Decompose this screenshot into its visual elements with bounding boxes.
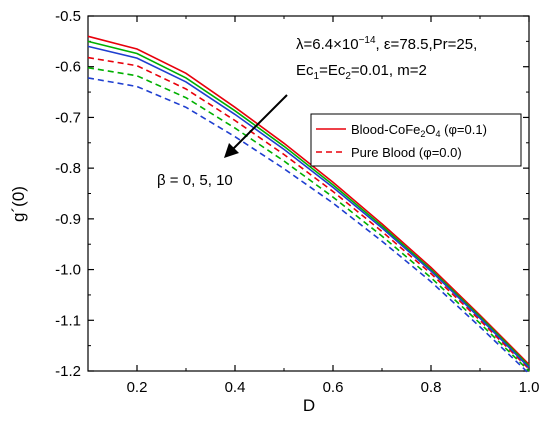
y-tick-label: -0.6 [55, 59, 81, 76]
legend-label-1-sub: 2 [420, 129, 425, 139]
x-axis-title: D [303, 396, 315, 415]
legend-label-1-end: (φ=0.1) [441, 122, 487, 137]
axis-ticks [88, 15, 530, 372]
series-line-solid-2 [87, 45, 530, 369]
legend-label-1: Blood-CoFe2O4 (φ=0.1) [351, 122, 487, 139]
params-line2-sub1: 1 [314, 71, 320, 82]
x-tick-label: 0.2 [127, 379, 148, 396]
series-line-dashed-4 [87, 66, 530, 372]
beta-arrow-line [231, 94, 288, 151]
series-line-dashed-3 [87, 56, 530, 370]
y-tick-label: -0.8 [55, 160, 81, 177]
x-tick-label: 0.6 [323, 379, 344, 396]
legend: Blood-CoFe2O4 (φ=0.1) Pure Blood (φ=0.0) [310, 113, 522, 167]
beta-arrow-head [224, 143, 239, 158]
y-tick-label: -0.7 [55, 109, 81, 126]
params-line1-a: λ=6.4×10 [296, 36, 359, 53]
legend-label-1-sub2: 4 [436, 129, 441, 139]
y-tick-label: -0.5 [55, 8, 81, 25]
x-tick-labels: 0.2 0.4 0.6 0.8 1.0 [127, 379, 540, 396]
x-tick-label: 0.8 [421, 379, 442, 396]
legend-label-1-main2: O [425, 122, 435, 137]
params-line1-b: , ε=78.5,Pr=25, [376, 36, 478, 53]
legend-label-2: Pure Blood (φ=0.0) [351, 145, 462, 160]
legend-label-1-main: Blood-CoFe [351, 122, 420, 137]
params-line1-exp: −14 [359, 35, 376, 46]
y-tick-labels: -0.5 -0.6 -0.7 -0.8 -0.9 -1.0 -1.1 -1.2 [55, 8, 81, 380]
params-line2-c: =0.01, m=2 [351, 62, 427, 79]
legend-box [310, 113, 522, 167]
y-tick-label: -1.2 [55, 363, 81, 380]
series-line-solid-0 [87, 35, 530, 365]
y-axis-title: g´(0) [9, 186, 28, 222]
y-tick-label: -1.1 [55, 312, 81, 329]
params-annotation-line1: λ=6.4×10−14, ε=78.5,Pr=25, [296, 35, 477, 53]
params-line2-b: =Ec [319, 62, 346, 79]
series-line-solid-1 [87, 40, 530, 367]
y-tick-label: -1.0 [55, 262, 81, 279]
x-tick-label: 1.0 [519, 379, 540, 396]
series-group [87, 35, 530, 375]
y-tick-label: -0.9 [55, 211, 81, 228]
params-line2-sub2: 2 [345, 71, 351, 82]
x-tick-label: 0.4 [225, 379, 246, 396]
beta-label: β = 0, 5, 10 [157, 172, 233, 189]
params-annotation-line2: Ec1=Ec2=0.01, m=2 [296, 62, 427, 82]
params-line2-a: Ec [296, 62, 314, 79]
